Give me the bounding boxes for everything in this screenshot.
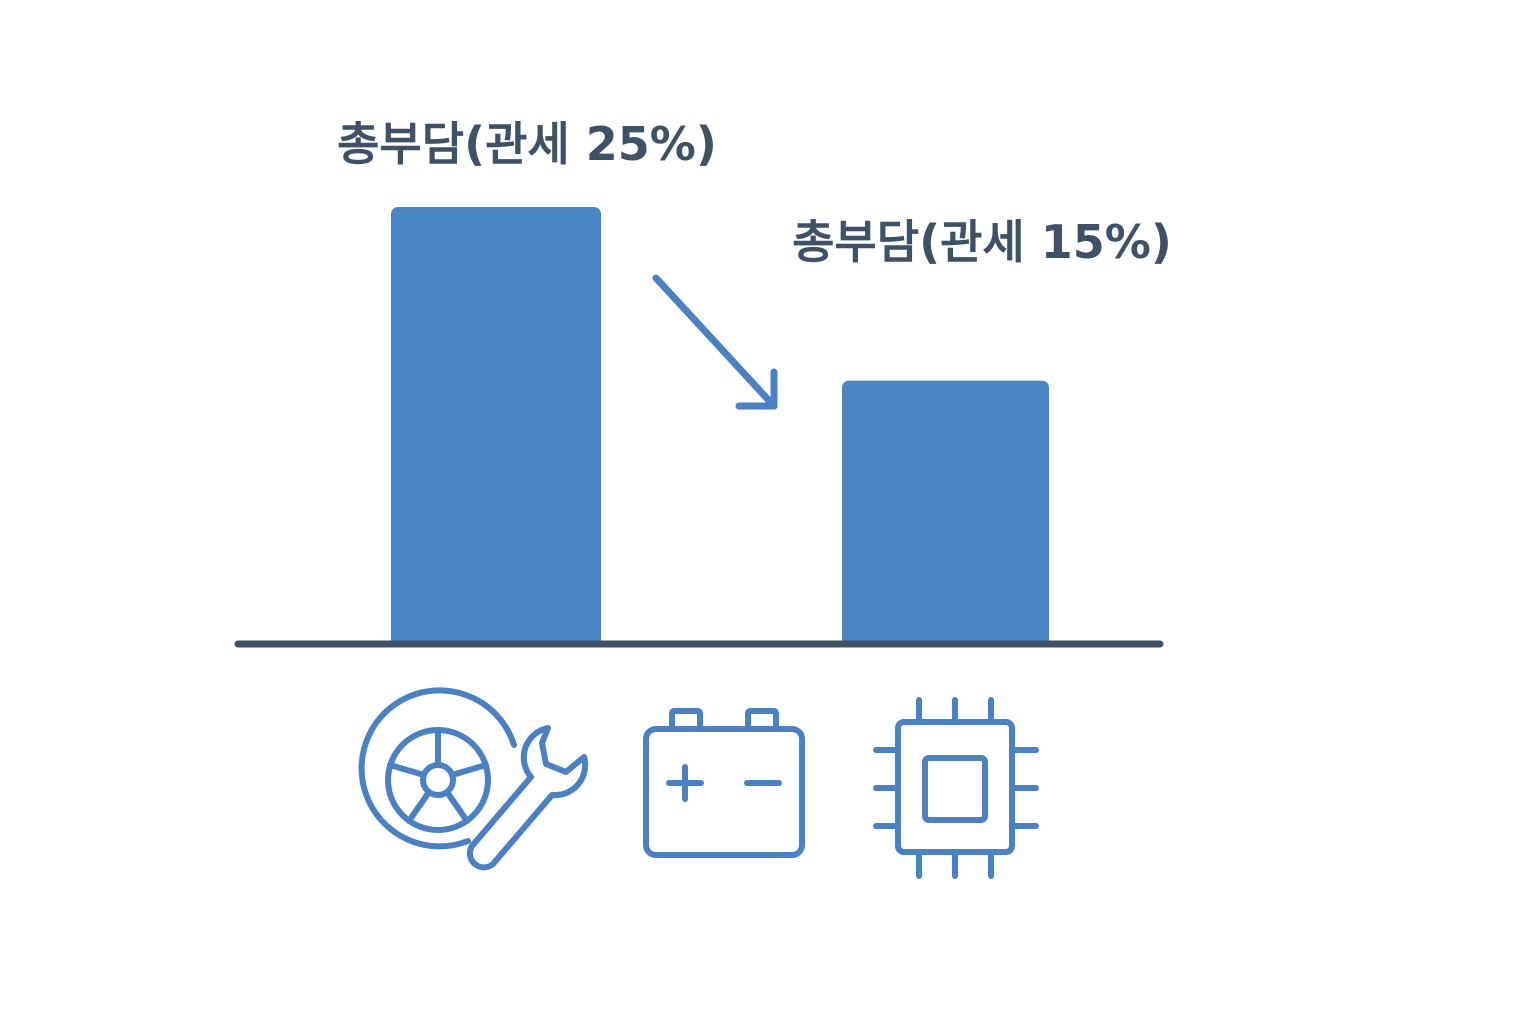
bar-label-15: 총부담(관세 15%) [792,215,1172,269]
bar-label-25: 총부담(관세 25%) [337,117,717,171]
bar-25-base [391,631,601,641]
bar-15 [842,380,1049,641]
chip-icon [873,697,1039,879]
decrease-arrow-icon [652,274,778,410]
bar-15-base [842,631,1049,641]
battery-icon [643,708,805,858]
bar-25 [391,207,601,641]
bars-layer [391,207,1049,641]
tire-wrench-icon [358,687,589,871]
